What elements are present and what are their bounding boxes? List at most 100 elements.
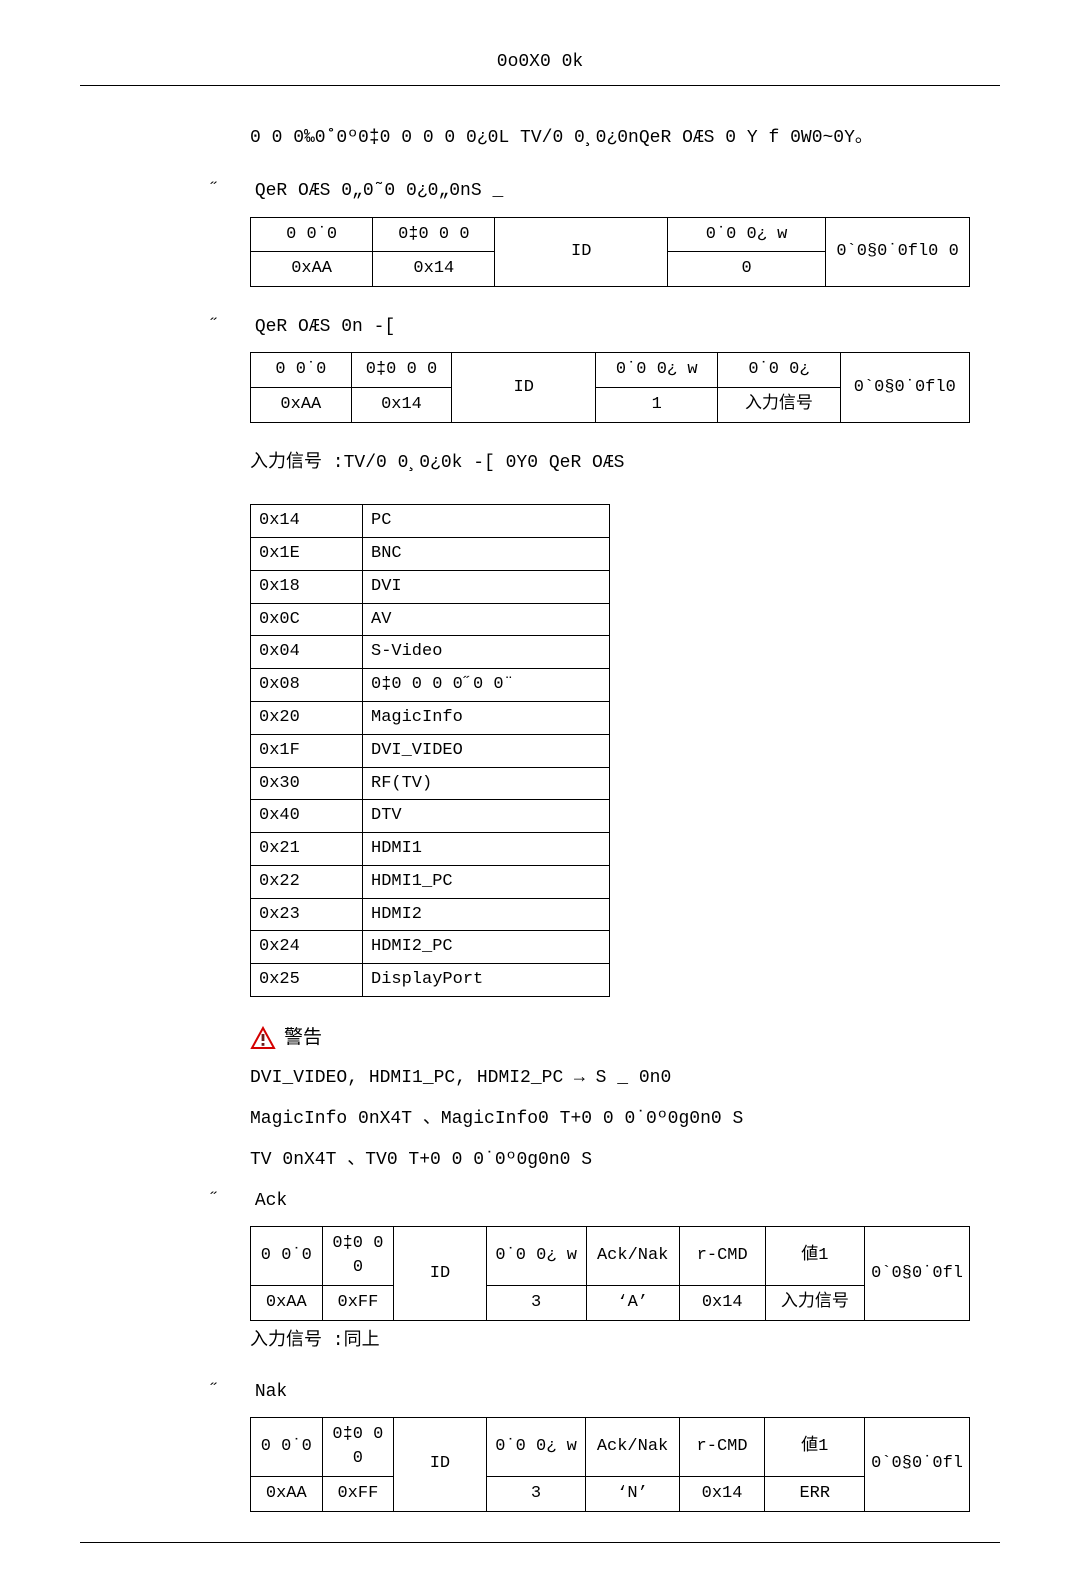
col-header: 0`0§0˙0fl0 0	[826, 217, 970, 287]
page-header-title: 0o0X0 0k	[497, 52, 583, 72]
col-header: Ack/Nak	[586, 1227, 679, 1286]
table-row: 0x30RF(TV)	[251, 767, 610, 800]
table-row: 0x20MagicInfo	[251, 701, 610, 734]
col-header: ID	[394, 1418, 486, 1511]
name-cell: DTV	[363, 800, 610, 833]
col-header: 0‡0 0 0	[322, 1418, 394, 1477]
name-cell: DVI_VIDEO	[363, 734, 610, 767]
warning-line: TV 0nX4T 、TV0 T+0 0 0˙0º0g0n0 S	[250, 1148, 970, 1173]
col-header: 0`0§0˙0fl	[865, 1418, 970, 1511]
table-cell: 3	[486, 1286, 586, 1321]
code-cell: 0x0C	[251, 603, 363, 636]
section-title-ack: ˝ Ack	[250, 1189, 970, 1214]
table-row: 0x40DTV	[251, 800, 610, 833]
col-header: 0‡0 0 0	[322, 1227, 394, 1286]
input-codes-table: 0x14PC0x1EBNC0x18DVI0x0CAV0x04S-Video0x0…	[250, 504, 610, 997]
col-header: ID	[394, 1227, 487, 1320]
table-cell: 0xAA	[251, 1476, 323, 1511]
table-cell: 入力信号	[718, 388, 840, 423]
page-header: 0o0X0 0k	[80, 50, 1000, 86]
table-row: 0x04S-Video	[251, 636, 610, 669]
code-cell: 0x30	[251, 767, 363, 800]
code-cell: 0x14	[251, 505, 363, 538]
table-cell: 0x14	[373, 252, 495, 287]
table-row: 0x22HDMI1_PC	[251, 865, 610, 898]
code-cell: 0x08	[251, 669, 363, 702]
table-cell: 0xAA	[251, 1286, 323, 1321]
code-cell: 0x21	[251, 833, 363, 866]
code-cell: 0x23	[251, 898, 363, 931]
section-title-nak: ˝ Nak	[250, 1380, 970, 1405]
col-header: 0 0˙0	[251, 1227, 323, 1286]
name-cell: HDMI1_PC	[363, 865, 610, 898]
table-row: 0x1EBNC	[251, 537, 610, 570]
bullet-mark: ˝	[210, 1380, 244, 1405]
col-header: 0˙0 0¿ w	[486, 1418, 586, 1477]
intro-paragraph: 0 0 0‰0˚0º0‡0 0 0 0 0¿0L TV/0 0¸0¿0nQeR …	[250, 126, 970, 151]
table-cell: 0	[667, 252, 825, 287]
col-header: 0 0˙0	[251, 1418, 323, 1477]
col-header: 0˙0 0¿ w	[486, 1227, 586, 1286]
table-row: 0x1FDVI_VIDEO	[251, 734, 610, 767]
col-header: r-CMD	[679, 1418, 765, 1477]
col-header: 値1	[765, 1227, 865, 1286]
bullet-mark: ˝	[210, 1189, 244, 1214]
table-cell: 0x14	[679, 1286, 765, 1321]
table-row: 0x080‡0 0 0 0˝0 0¨	[251, 669, 610, 702]
table-cell: 0xFF	[322, 1476, 394, 1511]
col-header: 0 0˙0	[251, 217, 373, 252]
table-header-row: 0 0˙0 0‡0 0 0 ID 0˙0 0¿ w 0˙0 0¿ 0`0§0˙0…	[251, 353, 970, 388]
set-table: 0 0˙0 0‡0 0 0 ID 0˙0 0¿ w 0˙0 0¿ 0`0§0˙0…	[250, 352, 970, 423]
table-cell: 0xAA	[251, 388, 352, 423]
warning-line: DVI_VIDEO, HDMI1_PC, HDMI2_PC → S _ 0n0	[250, 1066, 970, 1091]
input-signal-label: 入力信号 :TV/0 0¸0¿0k -[ 0Y0 QeR OÆS	[250, 451, 970, 476]
table-header-row: 0 0˙0 0‡0 0 0 ID 0˙0 0¿ w 0`0§0˙0fl0 0	[251, 217, 970, 252]
col-header: 0‡0 0 0	[373, 217, 495, 252]
warning-label: 警告	[284, 1025, 322, 1052]
code-cell: 0x24	[251, 931, 363, 964]
ack-note: 入力信号 :同上	[250, 1329, 970, 1354]
table-row: 0x0CAV	[251, 603, 610, 636]
section-title-set: ˝ QeR OÆS 0n -[	[250, 315, 970, 340]
code-cell: 0x25	[251, 964, 363, 997]
ack-table: 0 0˙0 0‡0 0 0 ID 0˙0 0¿ w Ack/Nak r-CMD …	[250, 1226, 970, 1320]
footer-rule	[80, 1542, 1000, 1543]
name-cell: AV	[363, 603, 610, 636]
col-header: 値1	[765, 1418, 865, 1477]
code-cell: 0x1F	[251, 734, 363, 767]
code-cell: 0x22	[251, 865, 363, 898]
name-cell: RF(TV)	[363, 767, 610, 800]
col-header: 0 0˙0	[251, 353, 352, 388]
nak-table: 0 0˙0 0‡0 0 0 ID 0˙0 0¿ w Ack/Nak r-CMD …	[250, 1417, 970, 1511]
table-cell: 3	[486, 1476, 586, 1511]
table-cell: ‘N’	[586, 1476, 679, 1511]
table-header-row: 0 0˙0 0‡0 0 0 ID 0˙0 0¿ w Ack/Nak r-CMD …	[251, 1227, 970, 1286]
code-cell: 0x1E	[251, 537, 363, 570]
col-header: r-CMD	[679, 1227, 765, 1286]
name-cell: HDMI2_PC	[363, 931, 610, 964]
table-row: 0x24HDMI2_PC	[251, 931, 610, 964]
table-cell: 入力信号	[765, 1286, 865, 1321]
code-cell: 0x18	[251, 570, 363, 603]
table-cell: ‘A’	[586, 1286, 679, 1321]
bullet-mark: ˝	[210, 315, 244, 340]
col-header: 0˙0 0¿	[718, 353, 840, 388]
name-cell: 0‡0 0 0 0˝0 0¨	[363, 669, 610, 702]
table-row: 0x21HDMI1	[251, 833, 610, 866]
name-cell: DisplayPort	[363, 964, 610, 997]
col-header: 0˙0 0¿ w	[667, 217, 825, 252]
name-cell: DVI	[363, 570, 610, 603]
bullet-mark: ˝	[210, 179, 244, 204]
warning-heading: 警告	[250, 1025, 970, 1052]
table-cell: 0x14	[679, 1476, 765, 1511]
code-cell: 0x04	[251, 636, 363, 669]
name-cell: HDMI1	[363, 833, 610, 866]
col-header: ID	[452, 353, 596, 423]
table-cell: 0xFF	[322, 1286, 394, 1321]
table-row: 0x18DVI	[251, 570, 610, 603]
table-row: 0x25DisplayPort	[251, 964, 610, 997]
col-header: 0`0§0˙0fl	[865, 1227, 970, 1320]
table-row: 0xAA 0xFF 3 ‘A’ 0x14 入力信号	[251, 1286, 970, 1321]
code-cell: 0x40	[251, 800, 363, 833]
status-table: 0 0˙0 0‡0 0 0 ID 0˙0 0¿ w 0`0§0˙0fl0 0 0…	[250, 217, 970, 288]
